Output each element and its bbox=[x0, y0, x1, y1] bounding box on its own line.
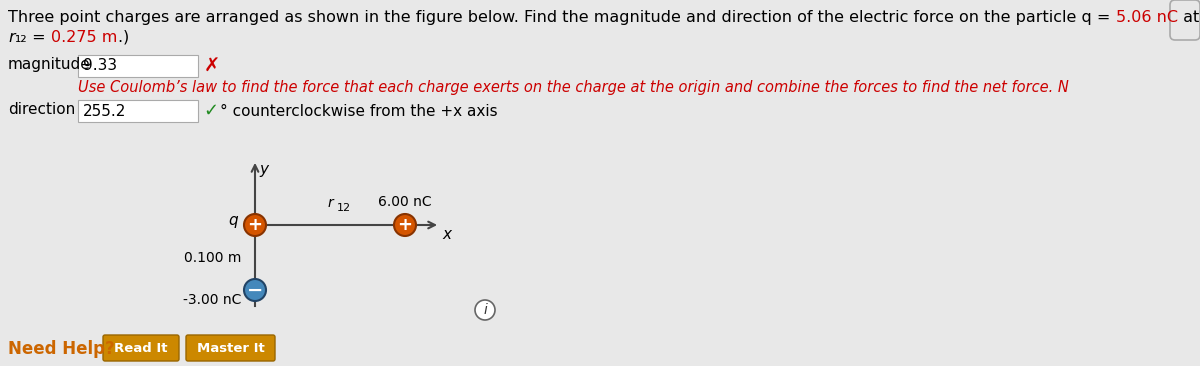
Text: ✗: ✗ bbox=[204, 56, 221, 75]
Text: Read It: Read It bbox=[114, 341, 168, 355]
Circle shape bbox=[244, 279, 266, 301]
Text: Use Coulomb’s law to find the force that each charge exerts on the charge at the: Use Coulomb’s law to find the force that… bbox=[78, 80, 1069, 95]
Text: 255.2: 255.2 bbox=[83, 104, 126, 119]
FancyBboxPatch shape bbox=[186, 335, 275, 361]
Text: y: y bbox=[259, 162, 268, 177]
Text: x: x bbox=[442, 227, 451, 242]
Text: magnitude: magnitude bbox=[8, 57, 91, 72]
Text: 0.275 m: 0.275 m bbox=[50, 30, 118, 45]
Text: r: r bbox=[8, 30, 14, 45]
Text: i: i bbox=[484, 303, 487, 317]
FancyBboxPatch shape bbox=[78, 55, 198, 77]
Text: .: . bbox=[118, 30, 122, 45]
Text: ): ) bbox=[122, 30, 128, 45]
Text: 5.06 nC: 5.06 nC bbox=[1116, 10, 1177, 25]
Text: Need Help?: Need Help? bbox=[8, 340, 115, 358]
Text: Master It: Master It bbox=[197, 341, 264, 355]
FancyBboxPatch shape bbox=[78, 100, 198, 122]
Text: at the origin. (Let: at the origin. (Let bbox=[1177, 10, 1200, 25]
Text: Three point charges are arranged as shown in the figure below. Find the magnitud: Three point charges are arranged as show… bbox=[8, 10, 1116, 25]
Text: +: + bbox=[397, 216, 413, 234]
Circle shape bbox=[394, 214, 416, 236]
FancyBboxPatch shape bbox=[103, 335, 179, 361]
Text: 0.100 m: 0.100 m bbox=[184, 250, 241, 265]
Text: 12: 12 bbox=[337, 203, 352, 213]
Circle shape bbox=[475, 300, 496, 320]
Text: 9.33: 9.33 bbox=[83, 59, 118, 74]
Text: ° counterclockwise from the +x axis: ° counterclockwise from the +x axis bbox=[220, 104, 498, 119]
Text: −: − bbox=[247, 280, 263, 299]
FancyBboxPatch shape bbox=[1170, 0, 1200, 40]
Text: ✓: ✓ bbox=[203, 102, 218, 120]
Text: -3.00 nC: -3.00 nC bbox=[182, 293, 241, 307]
Circle shape bbox=[244, 214, 266, 236]
Text: ₁₂: ₁₂ bbox=[14, 30, 28, 45]
Text: direction: direction bbox=[8, 102, 76, 117]
Text: =: = bbox=[28, 30, 50, 45]
Text: r: r bbox=[328, 196, 332, 210]
Text: q: q bbox=[228, 213, 238, 228]
Text: +: + bbox=[247, 216, 263, 234]
Text: 6.00 nC: 6.00 nC bbox=[378, 195, 432, 209]
